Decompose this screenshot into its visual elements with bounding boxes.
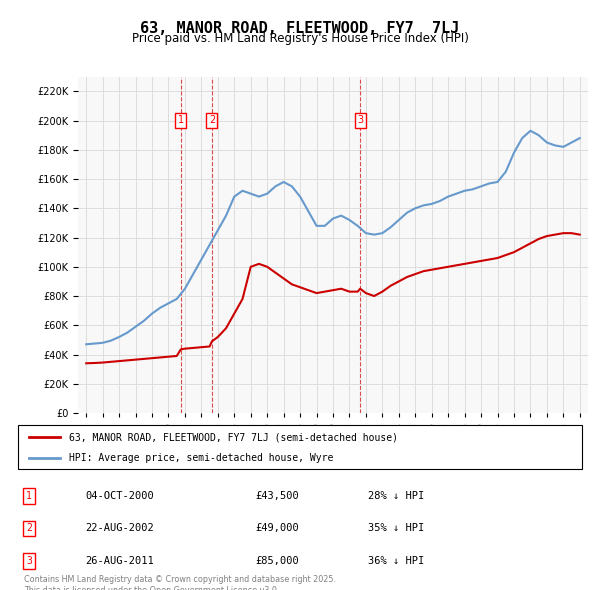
- FancyBboxPatch shape: [18, 425, 582, 469]
- Text: £49,000: £49,000: [255, 523, 299, 533]
- Text: 04-OCT-2000: 04-OCT-2000: [86, 491, 154, 502]
- Text: 28% ↓ HPI: 28% ↓ HPI: [368, 491, 424, 502]
- Text: HPI: Average price, semi-detached house, Wyre: HPI: Average price, semi-detached house,…: [69, 453, 333, 463]
- Text: Price paid vs. HM Land Registry's House Price Index (HPI): Price paid vs. HM Land Registry's House …: [131, 32, 469, 45]
- Text: 2: 2: [209, 116, 215, 126]
- Text: 63, MANOR ROAD, FLEETWOOD, FY7 7LJ (semi-detached house): 63, MANOR ROAD, FLEETWOOD, FY7 7LJ (semi…: [69, 432, 398, 442]
- Text: 35% ↓ HPI: 35% ↓ HPI: [368, 523, 424, 533]
- Text: £85,000: £85,000: [255, 556, 299, 566]
- Text: 22-AUG-2002: 22-AUG-2002: [86, 523, 154, 533]
- Text: 1: 1: [26, 491, 32, 502]
- Text: 36% ↓ HPI: 36% ↓ HPI: [368, 556, 424, 566]
- Text: £43,500: £43,500: [255, 491, 299, 502]
- Text: 2: 2: [26, 523, 32, 533]
- Text: Contains HM Land Registry data © Crown copyright and database right 2025.
This d: Contains HM Land Registry data © Crown c…: [24, 575, 336, 590]
- Text: 26-AUG-2011: 26-AUG-2011: [86, 556, 154, 566]
- Text: 1: 1: [178, 116, 184, 126]
- Text: 3: 3: [357, 116, 363, 126]
- Text: 3: 3: [26, 556, 32, 566]
- Text: 63, MANOR ROAD, FLEETWOOD, FY7  7LJ: 63, MANOR ROAD, FLEETWOOD, FY7 7LJ: [140, 21, 460, 35]
